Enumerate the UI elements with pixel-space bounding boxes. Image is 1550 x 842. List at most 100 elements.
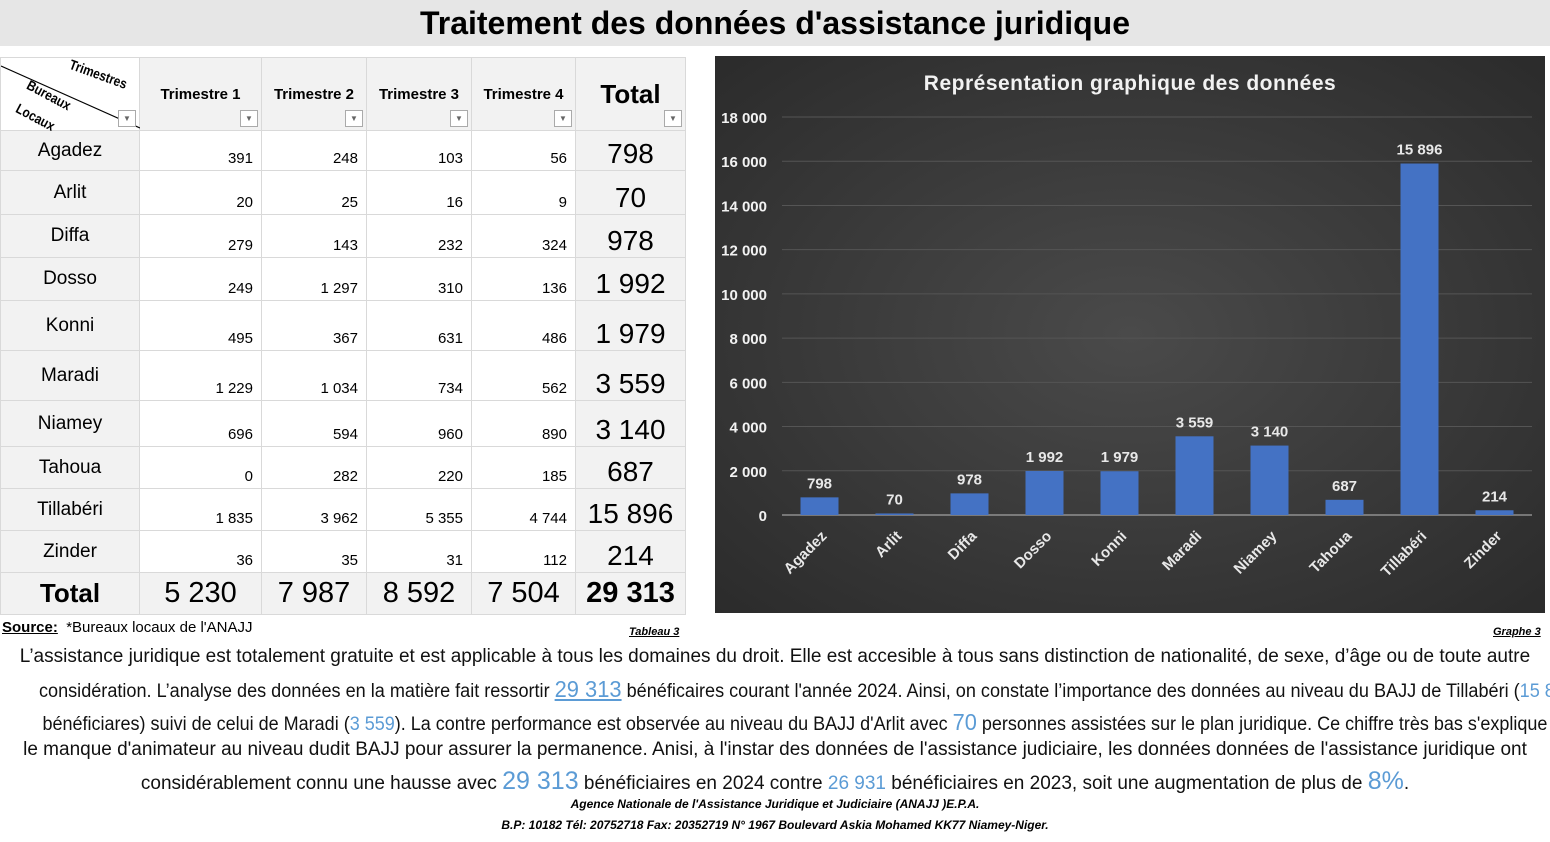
total-label: Total: [0, 572, 140, 615]
bar: [1325, 499, 1364, 515]
data-label: 1 992: [1026, 449, 1064, 466]
header-total: Total ▼: [575, 57, 686, 131]
bar: [1025, 470, 1064, 515]
x-tick-label: Diffa: [945, 527, 981, 563]
filter-dropdown[interactable]: ▼: [664, 110, 682, 127]
x-tick-label: Konni: [1088, 528, 1130, 570]
cell-t3: 232: [366, 214, 472, 258]
row-total: 70: [575, 170, 686, 215]
cell-t1: 495: [139, 300, 262, 351]
total-t1: 5 230: [139, 572, 262, 615]
row-name: Niamey: [0, 400, 140, 447]
cell-t1: 279: [139, 214, 262, 258]
data-label: 3 140: [1251, 424, 1289, 441]
corner-header: Trimestres Bureaux Locaux ▼: [0, 56, 140, 134]
filter-dropdown[interactable]: ▼: [118, 110, 136, 127]
row-total: 687: [575, 446, 686, 489]
table-row: Tahoua 0 282 220 185 687: [0, 446, 686, 489]
filter-dropdown[interactable]: ▼: [345, 110, 363, 127]
row-name: Maradi: [0, 350, 140, 401]
cell-t2: 143: [261, 214, 367, 258]
x-tick-label: Dosso: [1011, 528, 1055, 572]
cell-t1: 1 229: [139, 350, 262, 401]
bar: [1400, 163, 1439, 515]
y-tick-label: 2 000: [729, 464, 767, 481]
row-total: 978: [575, 214, 686, 258]
cell-t4: 9: [471, 170, 576, 215]
row-total: 3 559: [575, 350, 686, 401]
x-tick-label: Zinder: [1461, 528, 1506, 573]
row-name: Dosso: [0, 257, 140, 301]
data-label: 3 559: [1176, 414, 1214, 431]
cell-t1: 36: [139, 530, 262, 573]
y-tick-label: 4 000: [729, 420, 767, 437]
x-tick-label: Maradi: [1159, 528, 1205, 574]
cell-t4: 56: [471, 130, 576, 171]
filter-dropdown[interactable]: ▼: [554, 110, 572, 127]
cell-t3: 103: [366, 130, 472, 171]
bar: [1175, 436, 1214, 515]
y-tick-label: 16 000: [721, 154, 767, 171]
page-title: Traitement des données d'assistance juri…: [0, 0, 1550, 46]
table-row: Dosso 249 1 297 310 136 1 992: [0, 257, 686, 301]
cell-t1: 20: [139, 170, 262, 215]
data-table: Trimestres Bureaux Locaux ▼ Trimestre 1 ▼…: [0, 56, 686, 615]
y-tick-label: 10 000: [721, 287, 767, 304]
chart-title: Représentation graphique des données: [924, 72, 1336, 95]
data-label: 70: [886, 491, 903, 508]
data-label: 687: [1332, 478, 1357, 495]
source-note: Source: *Bureaux locaux de l'ANAJJ: [2, 619, 253, 636]
header-t3: Trimestre 3 ▼: [366, 57, 472, 131]
filter-dropdown[interactable]: ▼: [240, 110, 258, 127]
row-name: Zinder: [0, 530, 140, 573]
cell-t2: 1 034: [261, 350, 367, 401]
row-name: Agadez: [0, 130, 140, 171]
row-total: 214: [575, 530, 686, 573]
table-row: Zinder 36 35 31 112 214: [0, 530, 686, 573]
row-name: Tahoua: [0, 446, 140, 489]
table-row: Diffa 279 143 232 324 978: [0, 214, 686, 258]
cell-t4: 890: [471, 400, 576, 447]
x-tick-label: Agadez: [781, 528, 831, 578]
table-row: Maradi 1 229 1 034 734 562 3 559: [0, 350, 686, 401]
y-tick-label: 18 000: [721, 110, 767, 127]
row-name: Arlit: [0, 170, 140, 215]
y-tick-label: 12 000: [721, 243, 767, 260]
cell-t3: 31: [366, 530, 472, 573]
header-t2: Trimestre 2 ▼: [261, 57, 367, 131]
cell-t2: 35: [261, 530, 367, 573]
filter-dropdown[interactable]: ▼: [450, 110, 468, 127]
paragraph-line: bénéficiares) suivi de celui de Maradi (…: [42, 709, 1550, 735]
row-total: 3 140: [575, 400, 686, 447]
cell-t4: 324: [471, 214, 576, 258]
cell-t3: 5 355: [366, 488, 472, 531]
cell-t4: 4 744: [471, 488, 576, 531]
row-total: 15 896: [575, 488, 686, 531]
x-tick-label: Niamey: [1231, 527, 1281, 577]
bar: [950, 493, 989, 515]
cell-t2: 282: [261, 446, 367, 489]
data-label: 1 979: [1101, 449, 1139, 466]
cell-t4: 112: [471, 530, 576, 573]
cell-t4: 136: [471, 257, 576, 301]
y-tick-label: 6 000: [729, 375, 767, 392]
table-row: Konni 495 367 631 486 1 979: [0, 300, 686, 351]
cell-t1: 1 835: [139, 488, 262, 531]
paragraph-line: le manque d'animateur au niveau dudit BA…: [23, 739, 1527, 760]
cell-t2: 25: [261, 170, 367, 215]
cell-t4: 185: [471, 446, 576, 489]
bar-chart: Représentation graphique des données 0 2 0…: [715, 56, 1545, 613]
diagonal-divider: [1, 65, 140, 129]
table-caption: Tableau 3: [629, 626, 680, 638]
paragraph-line: L’assistance juridique est totalement gr…: [19, 646, 1531, 667]
bar: [875, 513, 914, 515]
cell-t1: 249: [139, 257, 262, 301]
cell-t1: 696: [139, 400, 262, 447]
bar: [1475, 510, 1514, 515]
cell-t1: 0: [139, 446, 262, 489]
x-tick-label: Tillabéri: [1378, 528, 1431, 581]
total-row: Total 5 230 7 987 8 592 7 504 29 313: [0, 572, 686, 615]
data-label: 214: [1482, 488, 1508, 505]
x-tick-label: Arlit: [872, 528, 905, 561]
y-tick-label: 0: [759, 508, 767, 525]
